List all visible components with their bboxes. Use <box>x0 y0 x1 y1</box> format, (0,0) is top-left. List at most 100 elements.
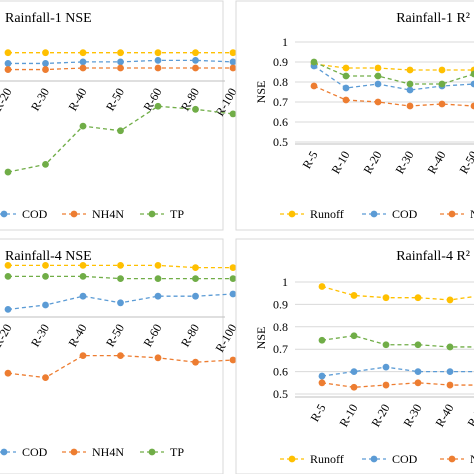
data-point-cod <box>229 58 237 66</box>
panel-border <box>0 238 224 474</box>
data-point-cod <box>117 299 124 307</box>
series-line-runoff <box>313 63 474 71</box>
data-point-nh4n <box>154 354 162 362</box>
y-tick-label: 1 <box>282 275 288 289</box>
data-point-runoff <box>446 296 454 304</box>
data-point-nh4n <box>406 102 414 110</box>
data-point-nh4n <box>192 64 199 72</box>
data-point-nh4n <box>342 96 350 104</box>
data-point-tp <box>79 122 87 130</box>
data-point-tp <box>42 273 49 280</box>
x-tick-label: R-5 <box>307 402 328 425</box>
chart-title: Rainfall-1 NSE <box>5 11 92 26</box>
x-tick-label: R-30 <box>400 402 424 430</box>
data-point-cod <box>414 368 422 375</box>
data-point-runoff <box>406 66 414 74</box>
legend-label: TP <box>170 445 184 459</box>
legend-label: NH4N <box>92 207 124 221</box>
data-point-cod <box>470 80 474 88</box>
data-point-nh4n <box>192 358 199 366</box>
data-point-nh4n <box>350 383 358 391</box>
chart-panel-4: 0.5 0.6 0.7 0.8 0.9 1 NSE R-5 R-10 R-20 R-30 R-40 R-… <box>235 238 474 474</box>
y-axis-label: NSE <box>254 327 268 350</box>
chart-panel-1: R-20 R-30 R-40 R-50 R-60 R-80 R-100Rainfall-1 … <box>0 0 240 231</box>
data-point-cod <box>117 58 124 66</box>
legend-label: N <box>470 452 474 466</box>
data-point-runoff <box>117 262 124 269</box>
series-line-tp <box>7 105 234 173</box>
series-line-cod <box>313 65 474 91</box>
data-point-runoff <box>342 64 350 72</box>
data-point-nh4n <box>229 64 237 72</box>
data-point-tp <box>117 275 124 282</box>
x-tick-label: R-30 <box>28 322 52 350</box>
legend-label: Runoff <box>310 207 344 221</box>
y-tick-label: 0.7 <box>273 95 288 109</box>
data-point-cod <box>4 306 12 313</box>
data-point-tp <box>414 341 422 349</box>
data-point-cod <box>342 84 350 92</box>
legend-label: NH4N <box>92 445 124 459</box>
data-point-runoff <box>438 66 446 74</box>
data-point-runoff <box>117 49 124 57</box>
x-tick-label: R-40 <box>424 149 448 177</box>
series-line-cod <box>321 366 474 377</box>
data-point-cod <box>154 56 162 64</box>
data-point-runoff <box>4 49 12 57</box>
series-line-nh4n <box>313 85 474 107</box>
x-tick-label: R-20 <box>368 402 392 430</box>
legend-swatch-marker <box>288 455 296 463</box>
panel-border <box>235 238 474 474</box>
data-point-nh4n <box>310 82 318 90</box>
x-tick-label: R-40 <box>65 322 89 350</box>
data-point-runoff <box>192 49 199 57</box>
data-point-tp <box>446 343 454 351</box>
data-point-cod <box>374 80 382 88</box>
chart-panel-3: R-20 R-30 R-40 R-50 R-60 R-80 R-100Rainfall-4 … <box>0 238 240 474</box>
data-point-tp <box>470 70 474 78</box>
data-point-tp <box>154 102 162 110</box>
data-point-cod <box>446 368 454 375</box>
legend-swatch-marker <box>370 210 378 218</box>
chart-title: Rainfall-4 NSE <box>5 249 92 264</box>
data-point-runoff <box>192 264 199 271</box>
data-point-cod <box>79 58 87 66</box>
data-point-nh4n <box>4 66 12 73</box>
y-tick-label: 0.6 <box>273 115 288 129</box>
data-point-tp <box>42 161 49 168</box>
data-point-tp <box>310 58 318 66</box>
data-point-tp <box>318 336 326 344</box>
x-tick-label: R-60 <box>140 322 164 350</box>
data-point-nh4n <box>446 381 454 389</box>
x-tick-label: R-40 <box>432 402 456 430</box>
data-point-runoff <box>382 294 390 302</box>
data-point-tp <box>192 105 199 113</box>
legend-swatch-marker <box>148 448 156 456</box>
data-point-cod <box>42 60 49 67</box>
y-tick-label: 0.6 <box>273 365 288 379</box>
series-line-tp <box>321 335 474 348</box>
data-point-runoff <box>4 262 12 269</box>
data-point-cod <box>154 292 162 300</box>
data-point-nh4n <box>42 374 49 381</box>
data-point-runoff <box>374 64 382 72</box>
legend-swatch-marker <box>70 210 78 218</box>
data-point-nh4n <box>382 381 390 389</box>
legend-label: COD <box>392 452 418 466</box>
data-point-nh4n <box>79 352 87 359</box>
x-tick-label: R-50 <box>103 322 127 350</box>
x-tick-label: R-20 <box>0 322 15 350</box>
x-tick-label: R-20 <box>360 149 384 177</box>
data-point-cod <box>42 301 49 309</box>
y-tick-label: 0.9 <box>273 55 288 69</box>
data-point-nh4n <box>438 100 446 108</box>
y-tick-label: 0.9 <box>273 297 288 311</box>
data-point-nh4n <box>117 352 124 359</box>
x-tick-label: R-10 <box>328 149 352 177</box>
legend-swatch-marker <box>70 448 78 456</box>
y-tick-label: 0.7 <box>273 342 288 356</box>
data-point-tp <box>342 72 350 80</box>
legend-swatch-marker <box>370 455 378 463</box>
data-point-nh4n <box>470 102 474 110</box>
